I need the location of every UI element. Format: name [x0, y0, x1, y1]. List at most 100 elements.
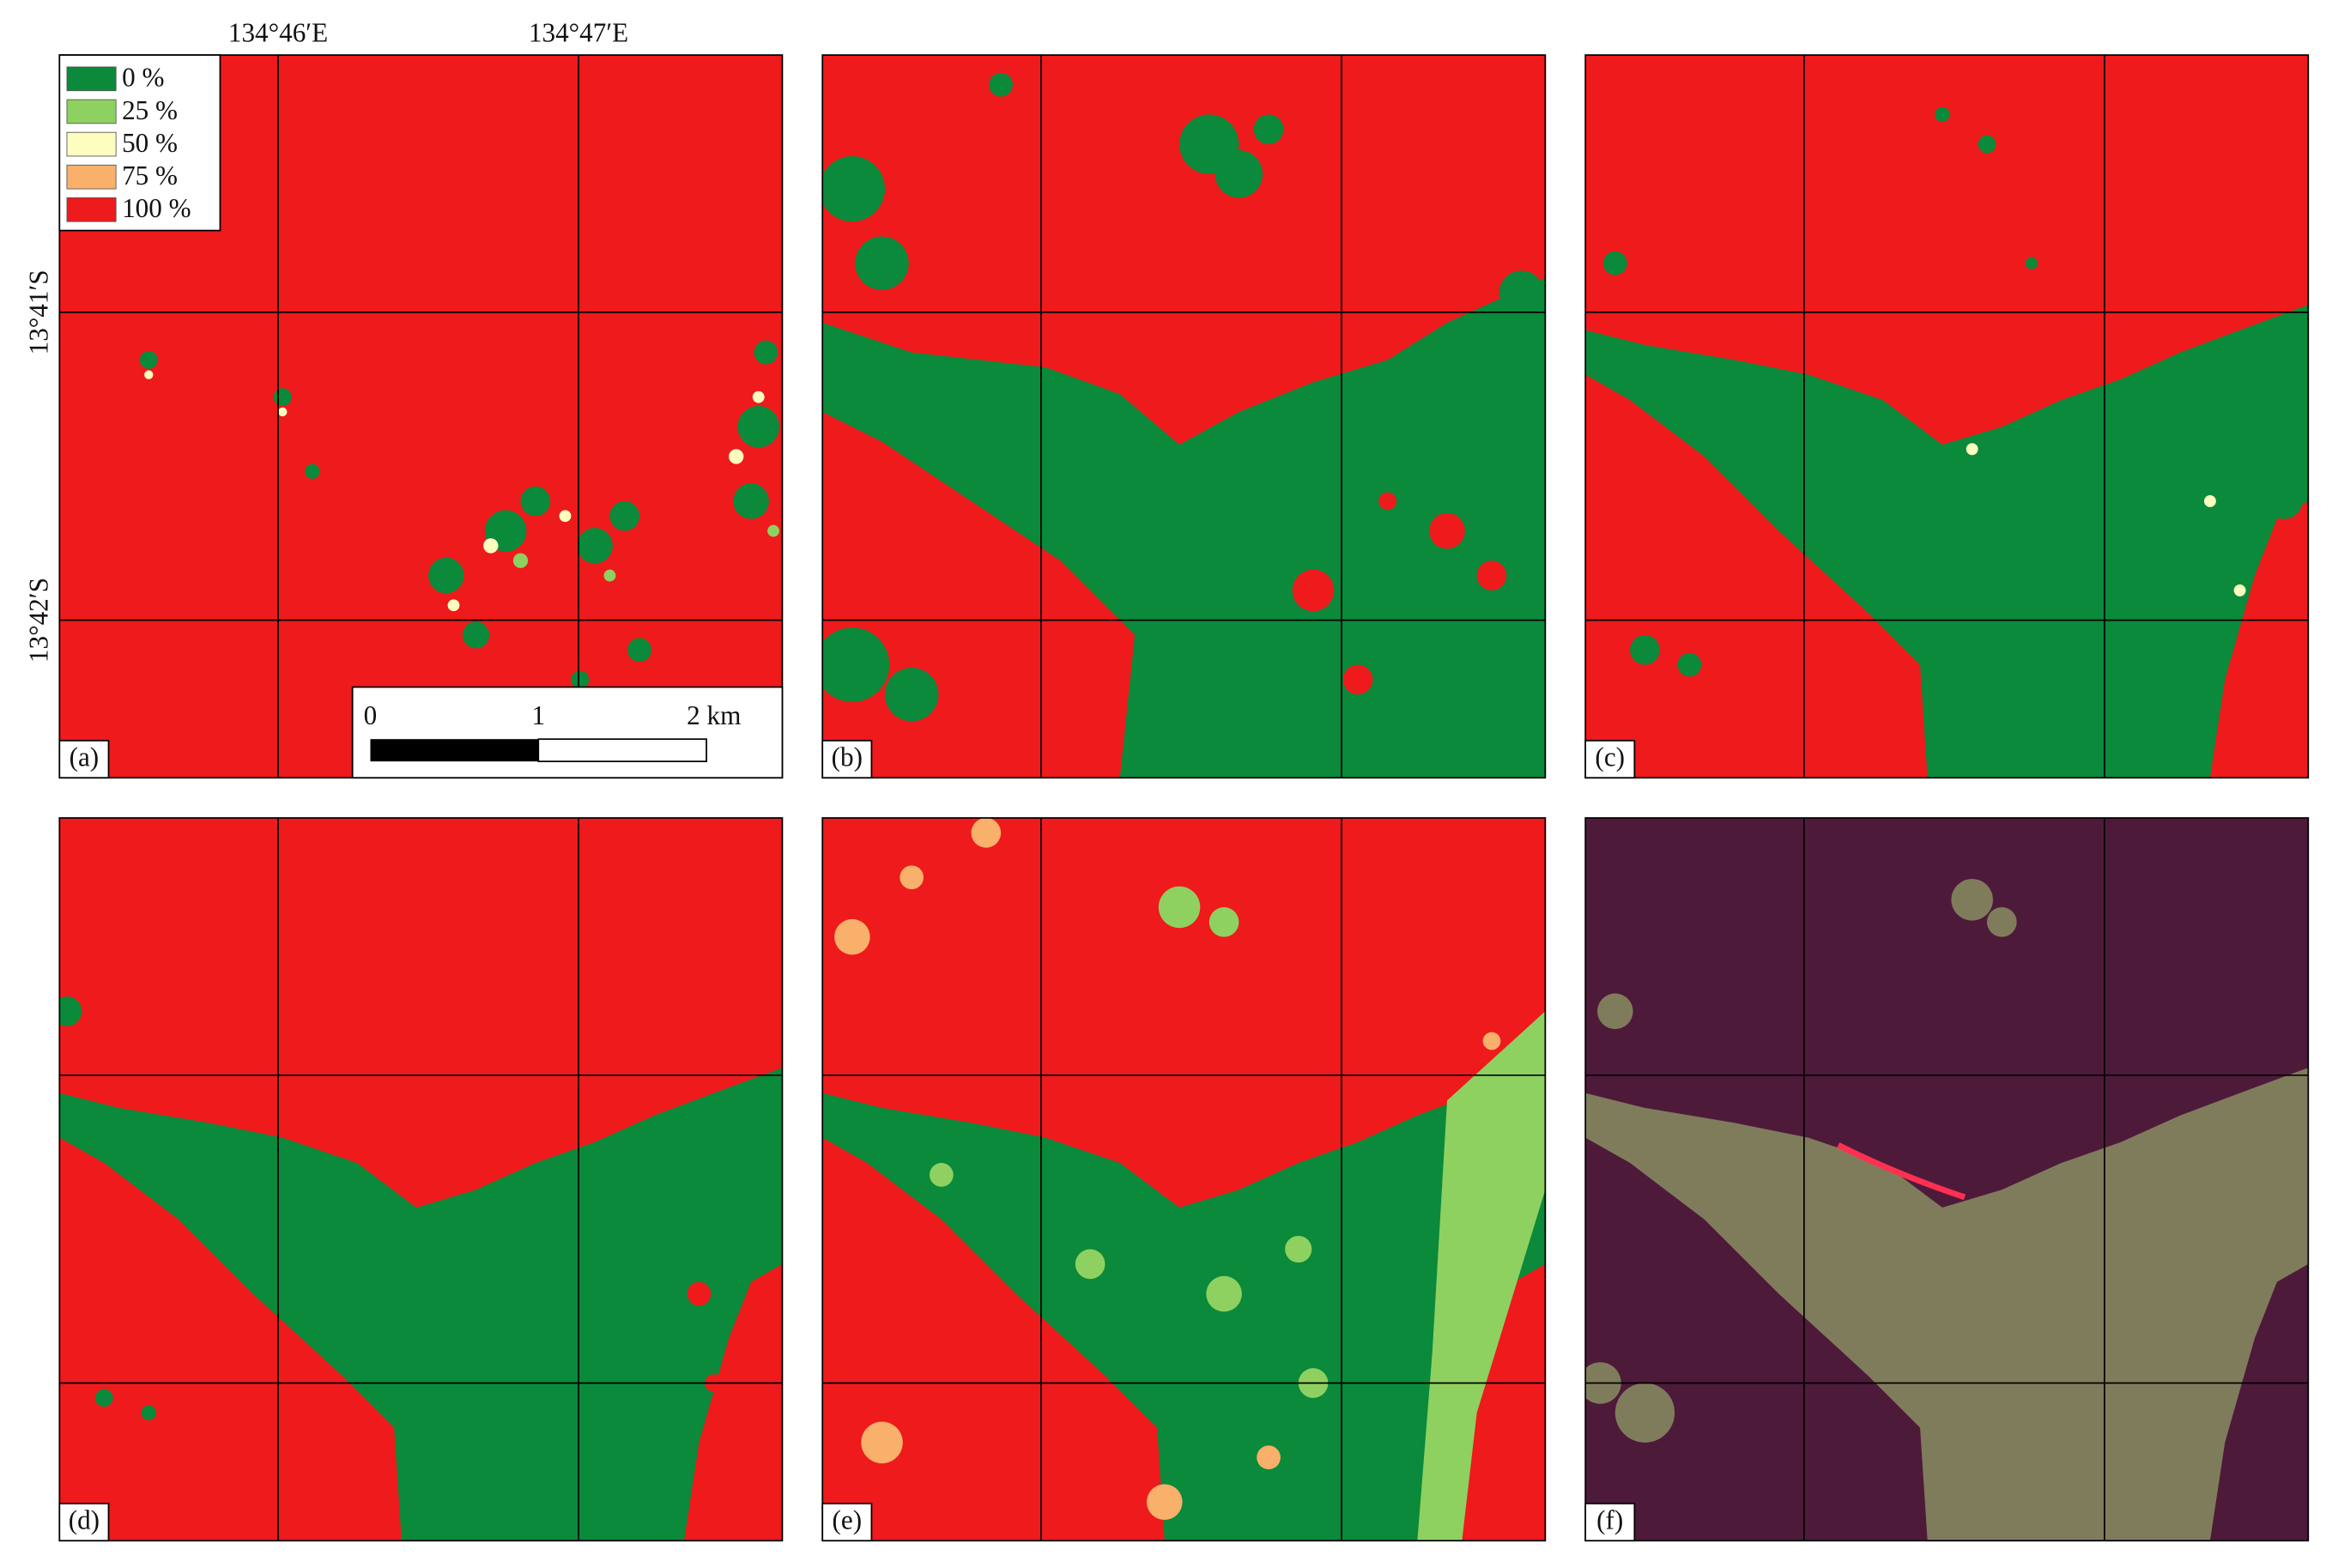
map-patch: [822, 155, 886, 222]
map-patch: [1429, 512, 1465, 549]
map-patch: [1342, 664, 1373, 695]
map-patch: [1597, 993, 1633, 1030]
figure-content: (a) 0 %25 %50 %75 %100 % 0 1 2 km (b) (c) (d) (e…: [24, 18, 2310, 1542]
scale-bar-box: [351, 686, 784, 779]
map-patch: [861, 1421, 903, 1464]
map-patch: [752, 390, 765, 403]
map-patch: [1257, 1445, 1281, 1470]
map-patch: [743, 1190, 783, 1250]
map-patch: [1987, 907, 2017, 937]
map-patch: [1075, 1249, 1105, 1280]
map-patch: [1454, 315, 1529, 390]
map-patch: [822, 627, 890, 702]
burned-area: [822, 278, 1546, 778]
panel-label-box: [58, 1502, 110, 1542]
map-patch: [141, 1405, 156, 1420]
map-patch: [754, 340, 778, 365]
map-panel: (a) 0 %25 %50 %75 %100 % 0 1 2 km: [58, 54, 784, 779]
map-patch: [1206, 1275, 1242, 1312]
scale-bar-label: 2 km: [687, 700, 741, 730]
panel-label: (f): [1596, 1505, 1623, 1535]
map-patch: [989, 72, 1014, 97]
map-image: [822, 818, 1546, 1541]
map-patch: [834, 918, 870, 955]
scale-bar-white: [537, 738, 707, 763]
legend-label: 0 %: [122, 63, 164, 93]
map-image: [59, 818, 783, 1541]
longitude-label: 134°47′E: [529, 18, 628, 48]
light-area: [1417, 1011, 1546, 1541]
map-patch: [59, 996, 82, 1026]
map-patch: [1158, 886, 1201, 929]
map-patch: [483, 538, 499, 554]
panel-label-box: [1584, 740, 1636, 779]
panel-label: (e): [833, 1505, 863, 1535]
map-patch: [2026, 257, 2038, 269]
map-image: [1585, 55, 2309, 778]
map-image: [1585, 818, 2309, 1541]
legend-swatch: [66, 66, 117, 92]
panel-label-box: [821, 740, 873, 779]
panel-label: (a): [70, 742, 100, 772]
map-patch: [609, 500, 640, 531]
map-panel: (f): [1584, 817, 2310, 1542]
map-panel: (e): [821, 817, 1547, 1542]
map-patch: [1292, 569, 1335, 612]
map-patch: [1476, 560, 1507, 590]
map-patch: [305, 463, 320, 479]
panel-label: (b): [832, 742, 863, 772]
map-patch: [855, 236, 909, 290]
map-panel: (c): [1584, 54, 2310, 779]
legend-label: 50 %: [122, 128, 178, 158]
map-patch: [729, 449, 744, 464]
legend-swatch: [66, 99, 117, 124]
map-patch: [2284, 411, 2309, 442]
map-patch: [737, 406, 779, 448]
map-image: [822, 55, 1546, 778]
map-patch: [520, 486, 551, 517]
map-patch: [767, 524, 779, 537]
map-patch: [1614, 1383, 1675, 1443]
map-patch: [1146, 1484, 1183, 1520]
panel-border: [58, 817, 784, 1542]
map-patch: [2233, 584, 2246, 596]
map-patch: [559, 510, 572, 523]
burned-area: [1585, 305, 2309, 778]
burned-area: [822, 1068, 1546, 1541]
map-patch: [278, 407, 288, 417]
map-patch: [447, 599, 460, 612]
map-patch: [577, 528, 613, 564]
legend-label: 75 %: [122, 160, 178, 191]
map-patch: [2204, 495, 2216, 507]
map-patch: [627, 638, 651, 663]
legend-swatch: [66, 131, 117, 157]
panel-border: [1584, 54, 2310, 779]
panel-label: (d): [69, 1505, 100, 1535]
map-patch: [1482, 1032, 1501, 1050]
map-patch: [603, 569, 616, 582]
map-patch: [273, 388, 292, 407]
map-patch: [733, 483, 769, 519]
map-patch: [1499, 270, 1544, 316]
map-patch: [462, 621, 490, 649]
scale-bar-label: 0: [364, 700, 378, 730]
map-patch: [1630, 634, 1660, 665]
burned-area: [59, 1068, 783, 1541]
map-patch: [1285, 1235, 1312, 1263]
panel-border: [821, 54, 1547, 779]
panel-label-box: [58, 740, 110, 779]
map-patch: [428, 557, 464, 594]
map-patch: [1602, 251, 1627, 275]
scale-bar-label: 1: [531, 700, 545, 730]
map-patch: [2266, 483, 2303, 519]
map-patch: [1253, 114, 1284, 145]
panel-label-box: [821, 1502, 873, 1542]
panel-label-box: [1584, 1502, 1636, 1542]
map-patch: [1677, 652, 1702, 677]
map-panel: (d): [58, 817, 784, 1542]
map-patch: [930, 1163, 954, 1187]
burned-area: [1585, 1068, 2309, 1541]
map-patch: [1208, 907, 1239, 937]
map-patch: [1966, 443, 1978, 456]
